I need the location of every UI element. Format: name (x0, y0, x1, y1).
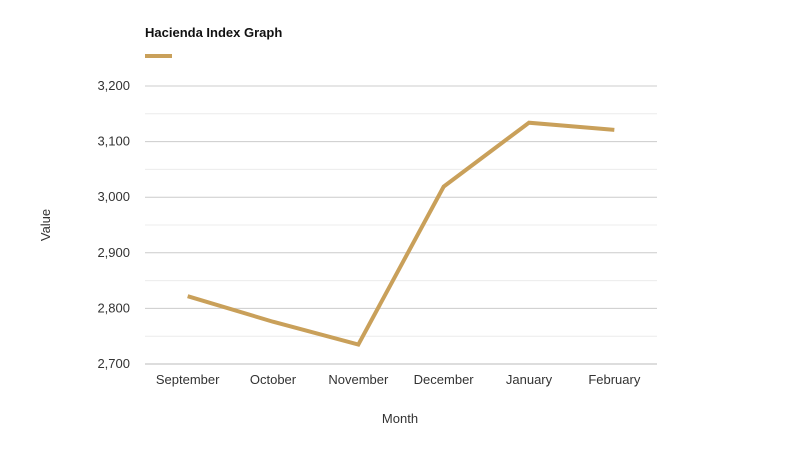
y-tick-label: 2,900 (97, 245, 130, 260)
x-axis-ticks: September October November December January F… (156, 372, 641, 387)
x-tick-label: October (250, 372, 297, 387)
y-tick-label: 2,700 (97, 356, 130, 371)
y-tick-label: 3,100 (97, 134, 130, 149)
chart-title: Hacienda Index Graph (145, 25, 282, 40)
y-axis-label: Value (38, 209, 53, 241)
y-axis-ticks: 2,700 2,800 2,900 3,000 3,100 3,200 (97, 78, 130, 371)
series-layer (187, 120, 615, 347)
x-tick-label: January (506, 372, 553, 387)
x-tick-label: February (588, 372, 641, 387)
x-axis-label: Month (382, 411, 418, 426)
gridlines (145, 85, 657, 365)
y-tick-label: 3,000 (97, 189, 130, 204)
series-line (187, 120, 615, 347)
x-tick-label: December (414, 372, 475, 387)
x-tick-label: November (328, 372, 389, 387)
y-tick-label: 3,200 (97, 78, 130, 93)
y-tick-label: 2,800 (97, 300, 130, 315)
x-tick-label: September (156, 372, 220, 387)
